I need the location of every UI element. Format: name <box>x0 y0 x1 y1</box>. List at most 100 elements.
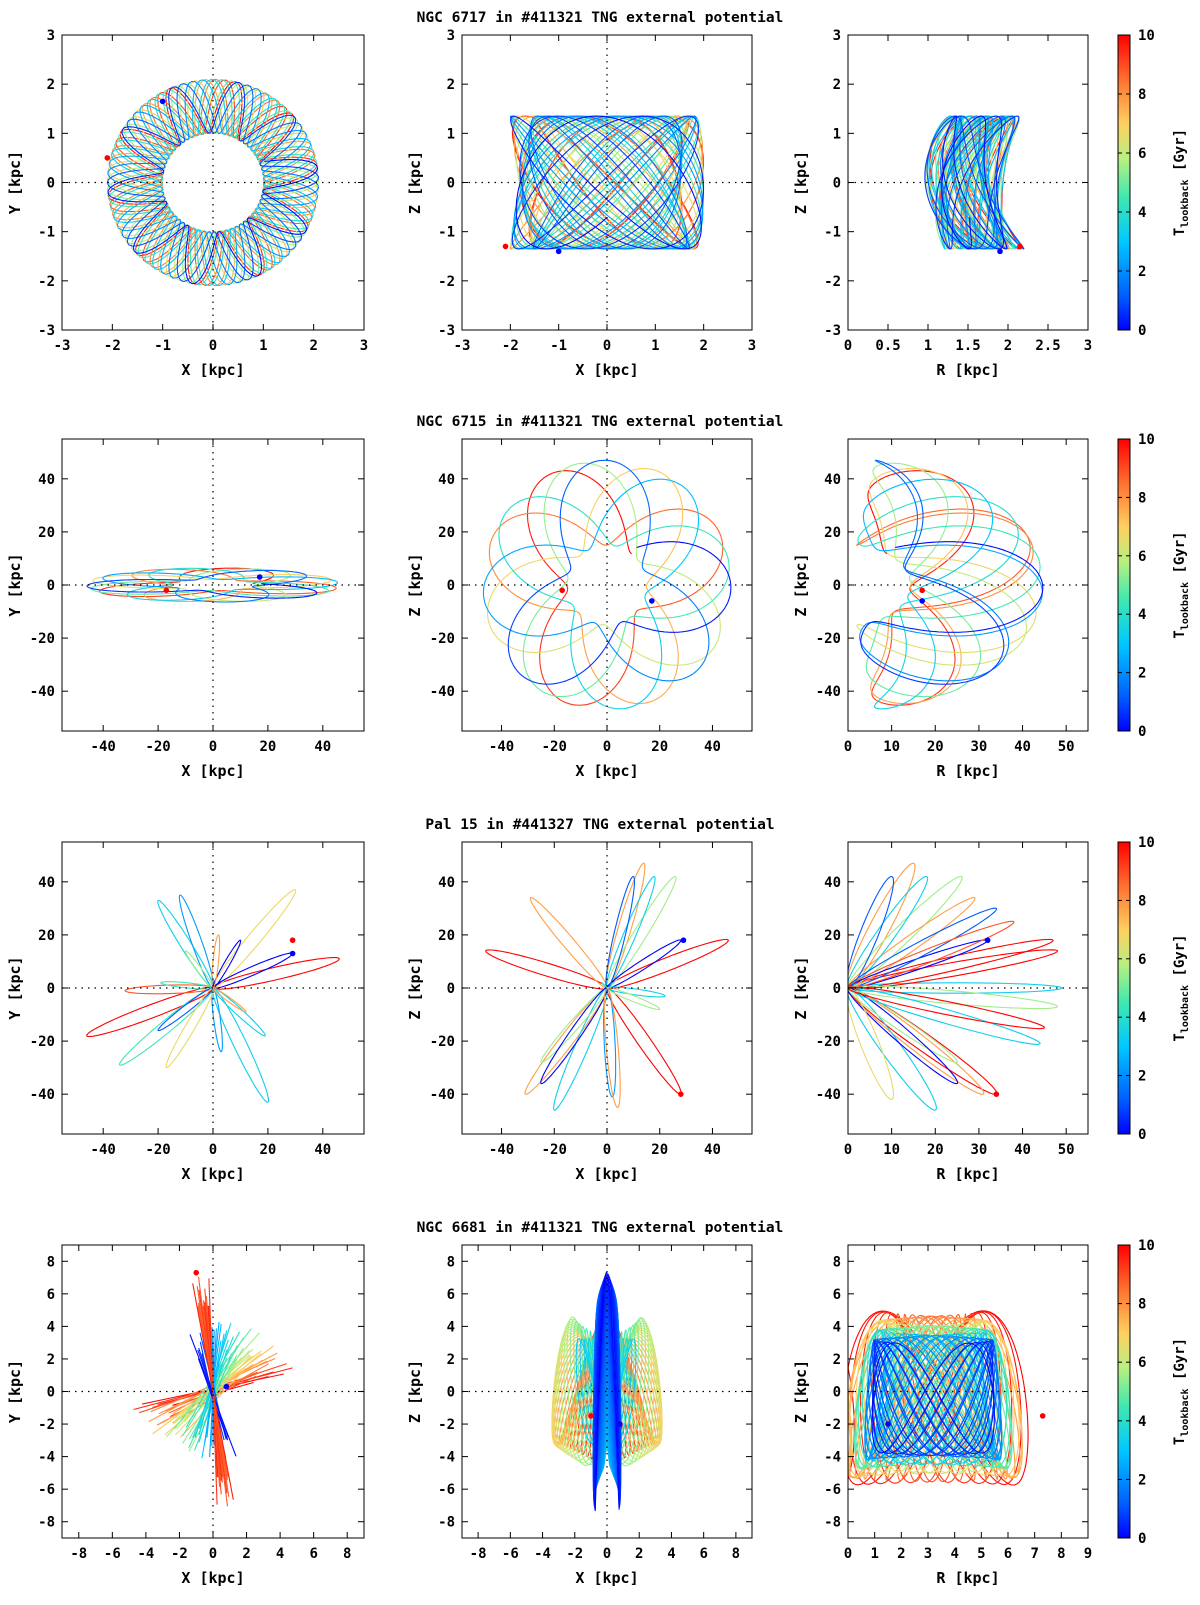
orbit-segment <box>113 201 172 223</box>
orbit-segment <box>962 175 987 226</box>
orbit-segment <box>929 1342 974 1383</box>
orbit-segment <box>871 679 905 696</box>
orbit-segment <box>990 205 1007 244</box>
orbit-segment <box>966 120 1002 158</box>
orbit-segment <box>219 79 238 139</box>
orbit-segment <box>572 662 586 690</box>
orbit-segment <box>565 115 619 125</box>
orbit-segment <box>571 126 628 170</box>
orbit-segment <box>653 116 693 147</box>
orbit-segment <box>987 1341 996 1411</box>
orbit-segment <box>657 576 680 590</box>
end-marker <box>997 248 1003 255</box>
orbit-segment <box>540 644 569 653</box>
y-tick-label: 6 <box>47 1287 55 1303</box>
y-tick-label: 20 <box>38 928 55 944</box>
orbit-segment <box>181 592 202 596</box>
orbit-segment <box>310 591 318 597</box>
orbit-segment <box>878 1454 913 1484</box>
y-tick-label: 0 <box>447 176 455 192</box>
orbit-segment <box>600 629 613 648</box>
x-tick-label: 4 <box>950 1546 958 1562</box>
end-marker <box>289 950 296 957</box>
orbit-segment <box>929 512 975 517</box>
orbit-segment <box>241 569 270 572</box>
panel-4-rz: 0 1 2 3 4 5 6 7 8 9 -8 -6 -4 -2 0 2 4 6 8 R [kpc] Z [kpc] <box>792 1244 1092 1587</box>
orbit-segment <box>930 605 952 629</box>
y-tick-label: 1 <box>447 126 455 142</box>
orbit-segment <box>260 131 301 175</box>
y-tick-label: -2 <box>824 1417 841 1433</box>
orbit-segment <box>866 527 892 541</box>
x-tick-label: 0.5 <box>875 338 900 354</box>
orbit-segment <box>609 471 629 495</box>
orbit-segment <box>545 187 596 235</box>
orbit-segment <box>126 118 185 144</box>
orbit-segment <box>921 662 936 691</box>
orbit-segment <box>110 142 171 159</box>
orbit-segment <box>590 477 613 500</box>
orbit-segment <box>895 521 897 545</box>
orbit-segment <box>652 1386 662 1451</box>
orbit-segment <box>1004 232 1016 250</box>
y-tick-label: -4 <box>438 1450 455 1466</box>
orbit-segment <box>486 606 493 632</box>
orbit-segment <box>861 1311 892 1375</box>
orbit-segment <box>118 131 175 157</box>
orbit-segment <box>959 1342 990 1411</box>
orbit-segment <box>178 894 215 989</box>
x-tick-label: 0 <box>844 1142 852 1158</box>
x-tick-label: 2 <box>309 338 317 354</box>
orbit-segment <box>659 605 673 629</box>
x-tick-label: -2 <box>502 338 519 354</box>
orbit-segment <box>131 221 186 247</box>
row-3-title: Pal 15 in #441327 TNG external potential <box>425 817 774 833</box>
orbit-segment <box>546 586 563 602</box>
orbit-segment <box>191 578 199 581</box>
orbit-segment <box>126 593 134 599</box>
orbit-segment <box>536 126 584 171</box>
orbit-segment <box>564 468 582 492</box>
orbit-segment <box>604 1272 615 1366</box>
orbit-segment <box>497 547 523 563</box>
orbit-trace <box>924 115 1025 250</box>
orbit-segment <box>197 569 219 574</box>
orbit-segment <box>641 562 646 572</box>
orbit-segment <box>994 572 1026 595</box>
y-tick-label: -8 <box>438 1515 455 1531</box>
orbit-segment <box>108 155 163 189</box>
orbit-segment <box>170 568 198 571</box>
x-tick-label: 20 <box>651 739 668 755</box>
orbit-segment <box>659 199 696 242</box>
orbit-segment <box>898 1349 944 1424</box>
orbit-segment <box>1016 1353 1029 1471</box>
orbit-segment <box>636 181 680 231</box>
orbit-segment <box>584 649 605 671</box>
orbit-segment <box>613 621 622 632</box>
orbit-segment <box>189 576 194 580</box>
orbit-segment <box>554 193 595 238</box>
orbit-segment <box>636 115 670 124</box>
orbit-segment <box>955 1354 989 1434</box>
orbit-segment <box>567 210 624 246</box>
orbit-segment <box>928 677 971 682</box>
panel-1-xy: -3 -2 -1 0 1 2 3 -3 -2 -1 0 1 2 3 X [kpc] Y [kpc] <box>6 28 368 379</box>
orbit-segment <box>260 114 297 163</box>
orbit-segment <box>859 1374 874 1479</box>
orbit-segment <box>622 1342 629 1410</box>
orbit-segment <box>616 119 657 155</box>
x-tick-label: 8 <box>1057 1546 1065 1562</box>
orbit-segment <box>574 679 600 696</box>
orbit-segment <box>603 987 621 1109</box>
orbit-segment <box>522 136 541 186</box>
orbit-segment <box>980 1337 1012 1431</box>
orbit-segment <box>868 476 878 499</box>
orbit-segment <box>1003 1395 1013 1468</box>
y-tick-label: 40 <box>38 875 55 891</box>
orbit-segment <box>106 574 132 578</box>
orbit-segment <box>251 581 270 584</box>
orbit-segment <box>1018 619 1028 646</box>
orbit-segment <box>894 1351 929 1442</box>
orbit-segment <box>602 685 627 703</box>
y-axis-label: Y [kpc] <box>6 151 24 214</box>
